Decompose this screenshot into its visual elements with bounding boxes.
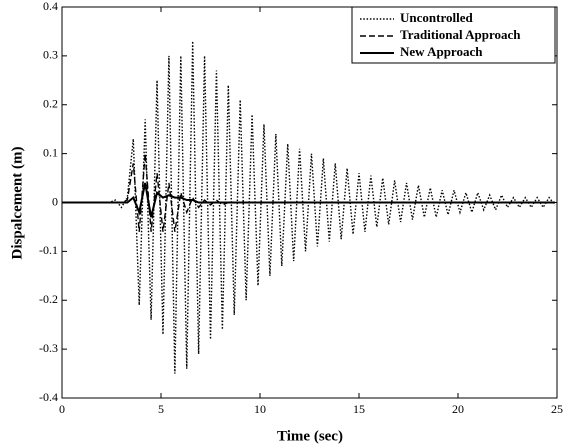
x-tick-label: 0 (59, 402, 65, 416)
x-axis-label: Time (sec) (277, 428, 343, 444)
x-tick-label: 10 (254, 402, 266, 416)
y-tick-label: -0.2 (39, 292, 58, 306)
x-tick-label: 15 (353, 402, 365, 416)
y-tick-label: 0.3 (43, 48, 58, 62)
y-tick-label: -0.1 (39, 243, 58, 257)
y-axis-label: Dispalcement (m) (9, 147, 25, 260)
y-tick-label: -0.4 (39, 390, 58, 404)
y-tick-label: -0.3 (39, 341, 58, 355)
y-tick-label: 0 (52, 194, 58, 208)
x-tick-label: 20 (452, 402, 464, 416)
x-tick-label: 25 (551, 402, 563, 416)
legend-label: Uncontrolled (400, 10, 473, 25)
y-tick-label: 0.2 (43, 97, 58, 111)
y-tick-label: 0.4 (43, 0, 58, 13)
series-line (62, 41, 556, 374)
x-tick-label: 5 (158, 402, 164, 416)
series-line (62, 182, 556, 218)
legend-label: Traditional Approach (400, 27, 521, 42)
y-tick-label: 0.1 (43, 145, 58, 159)
legend-label: New Approach (400, 44, 483, 59)
